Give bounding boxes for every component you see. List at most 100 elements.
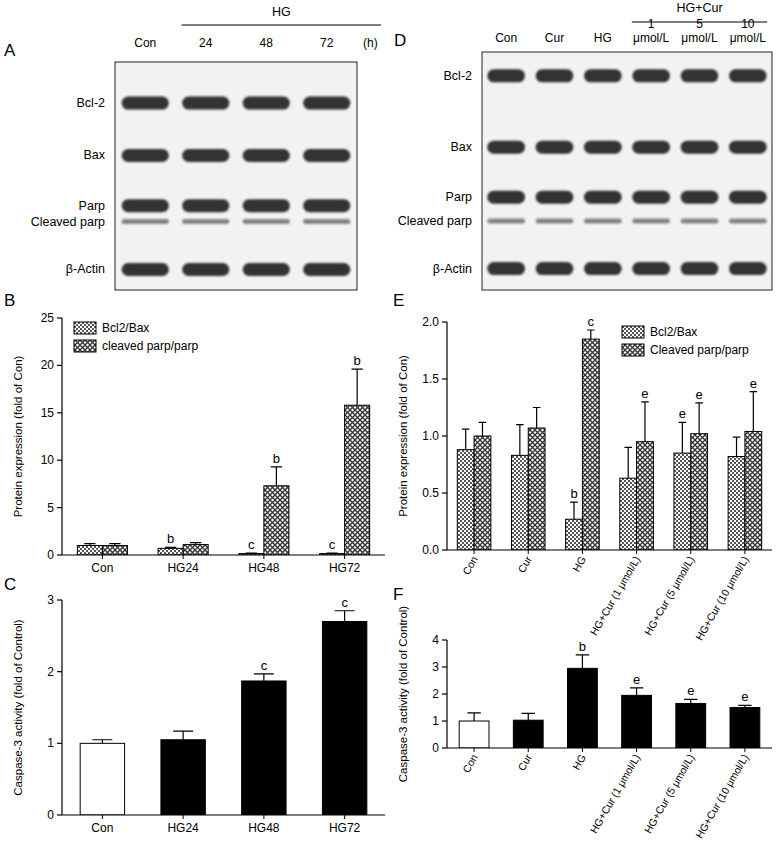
x-tick: [263, 555, 264, 559]
y-tick: [57, 554, 62, 555]
x-tick-label: HG+Cur (10 μmol/L): [693, 752, 751, 840]
x-tick: [183, 815, 184, 819]
legend-swatch: [74, 340, 96, 352]
blot-band: [632, 262, 670, 275]
blot-band: [584, 262, 622, 275]
x-tick: [102, 815, 103, 819]
x-tick: [690, 550, 691, 554]
panel-label: C: [4, 575, 16, 594]
y-tick-label: 5: [47, 501, 54, 515]
x-tick: [636, 748, 637, 752]
y-tick-label: 15: [41, 406, 55, 420]
x-tick-label: HG+Cur (1 μmol/L): [587, 554, 642, 637]
legend-swatch: [74, 322, 96, 334]
blot-band: [536, 262, 574, 275]
error-bar: [92, 740, 112, 744]
significance-label: b: [354, 353, 361, 368]
error-bar: [522, 713, 535, 720]
blot-band: [303, 149, 350, 162]
error-bar: [733, 437, 741, 456]
x-tick-label: HG72: [329, 561, 361, 575]
x-axis: [447, 549, 772, 550]
x-tick-label: HG+Cur (1 μmol/L): [587, 752, 642, 835]
y-tick-label: 25: [41, 311, 55, 325]
y-tick: [57, 743, 62, 744]
column-label: 72: [320, 36, 334, 50]
y-tick-label: 10: [41, 453, 55, 467]
bar: [345, 405, 370, 555]
bar: [457, 450, 474, 550]
y-tick: [442, 549, 447, 550]
blot-band: [122, 263, 169, 276]
x-tick: [474, 748, 475, 752]
error-bar: [533, 408, 541, 429]
blot-band: [536, 191, 574, 204]
blot-band: [122, 199, 169, 212]
x-tick-label: HG: [570, 554, 588, 574]
group-line: [182, 25, 381, 26]
bar: [582, 339, 599, 550]
row-label: Parp: [79, 199, 105, 213]
blot-band: [584, 218, 622, 223]
x-tick-label: HG: [570, 752, 588, 772]
significance-label: e: [696, 387, 703, 402]
error-bar: [738, 705, 751, 707]
blot-band: [487, 262, 525, 275]
bar: [77, 546, 102, 555]
column-label-line: μmol/L: [681, 31, 718, 45]
y-tick: [57, 412, 62, 413]
unit-label: (h): [363, 36, 378, 50]
x-tick: [582, 550, 583, 554]
blot-band: [536, 218, 574, 223]
y-axis-label: Caspase-3 activity (fold of Control): [12, 619, 24, 796]
blot-band: [487, 141, 525, 154]
y-tick-label: 0: [432, 741, 439, 755]
error-bar: [84, 544, 95, 546]
error-bar: [570, 502, 578, 519]
bar: [80, 743, 124, 815]
row-label: Cleaved parp: [31, 215, 105, 229]
bar: [568, 668, 598, 748]
bar: [528, 428, 545, 550]
significance-label: b: [273, 451, 280, 466]
blot-band: [584, 141, 622, 154]
bar: [183, 545, 208, 555]
bar: [242, 681, 286, 815]
error-bar: [335, 611, 355, 622]
error-bar: [467, 713, 480, 721]
row-label: Bax: [450, 140, 472, 154]
x-tick: [344, 555, 345, 559]
y-tick-label: 0.5: [422, 486, 439, 500]
significance-label: c: [588, 314, 595, 329]
x-tick-label: HG48: [248, 821, 280, 835]
error-bar: [165, 547, 176, 549]
row-label: Cleaved parp: [398, 214, 472, 228]
bar: [158, 548, 183, 555]
blot-band: [182, 199, 229, 212]
column-label: 5μmol/L: [681, 17, 718, 45]
column-label: Cur: [545, 31, 564, 45]
x-tick: [528, 748, 529, 752]
y-axis-label: Protein expression (fold of Con): [12, 355, 24, 517]
bar: [474, 436, 491, 550]
column-label: 10μmol/L: [730, 17, 767, 45]
significance-label: e: [687, 683, 694, 698]
y-tick-label: 1.5: [422, 372, 439, 386]
error-bar: [352, 369, 363, 405]
x-tick-label: HG24: [167, 561, 199, 575]
bar: [637, 442, 654, 550]
column-label-line: μmol/L: [633, 31, 670, 45]
blot-band: [303, 219, 350, 224]
y-axis: [61, 600, 62, 815]
plot-marks: [459, 655, 760, 748]
blot-band: [536, 141, 574, 154]
legend-label: Bcl2/Bax: [102, 321, 149, 335]
bar: [513, 720, 543, 748]
blot-band: [729, 141, 767, 154]
significance-label: c: [261, 658, 268, 673]
blot-band: [632, 69, 670, 82]
x-tick: [744, 748, 745, 752]
blot-band: [243, 199, 290, 212]
y-tick-label: 2: [47, 665, 54, 679]
y-tick: [442, 747, 447, 748]
